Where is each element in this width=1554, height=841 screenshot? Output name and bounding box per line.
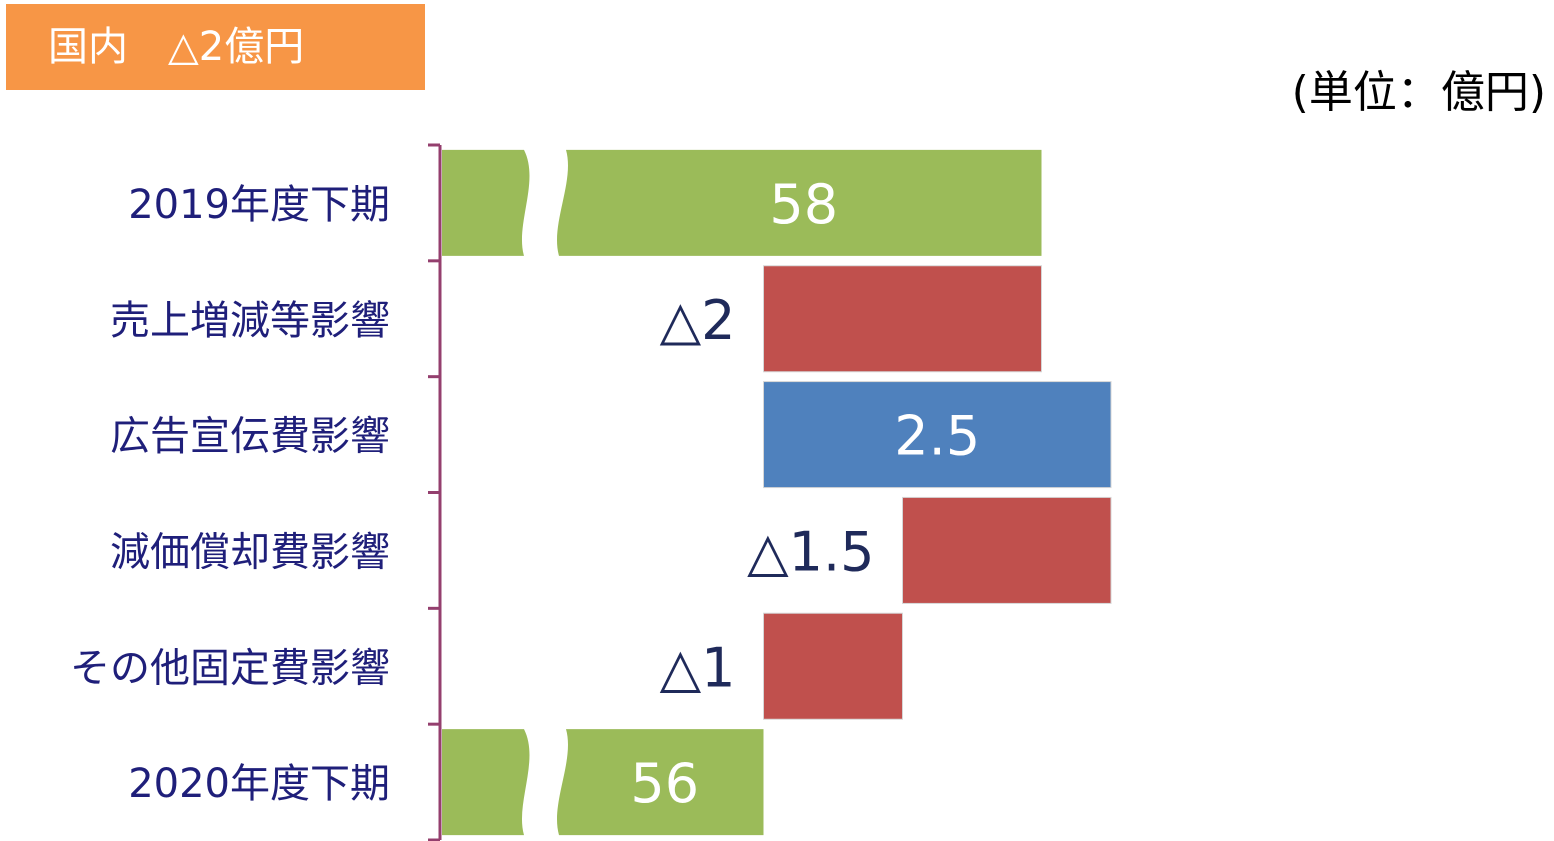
- category-label: 2019年度下期: [128, 182, 390, 228]
- category-label: 2020年度下期: [128, 761, 390, 807]
- decrease-bar: [763, 612, 903, 720]
- decrease-bar: [763, 265, 1042, 373]
- category-label: 広告宣伝費影響: [110, 414, 390, 460]
- total-bar: [557, 149, 1042, 256]
- category-label: 売上増減等影響: [110, 298, 390, 344]
- summary-badge: 国内 △2億円: [6, 4, 425, 90]
- category-label: 減価償却費影響: [110, 529, 390, 575]
- bar-value-label: 56: [630, 752, 699, 815]
- bar-value-label: 2.5: [894, 405, 980, 468]
- total-bar-stub: [442, 729, 530, 836]
- bar-value-label: △2: [660, 289, 736, 352]
- category-label: その他固定費影響: [70, 645, 390, 691]
- total-bar: [557, 729, 764, 836]
- bar-value-label: △1.5: [747, 520, 874, 583]
- decrease-bar: [902, 496, 1112, 604]
- unit-label: (単位：億円): [1291, 67, 1546, 118]
- bar-value-label: 58: [769, 173, 838, 236]
- bar-value-label: △1: [660, 636, 736, 699]
- total-bar-stub: [442, 149, 530, 256]
- increase-bar: [763, 381, 1112, 489]
